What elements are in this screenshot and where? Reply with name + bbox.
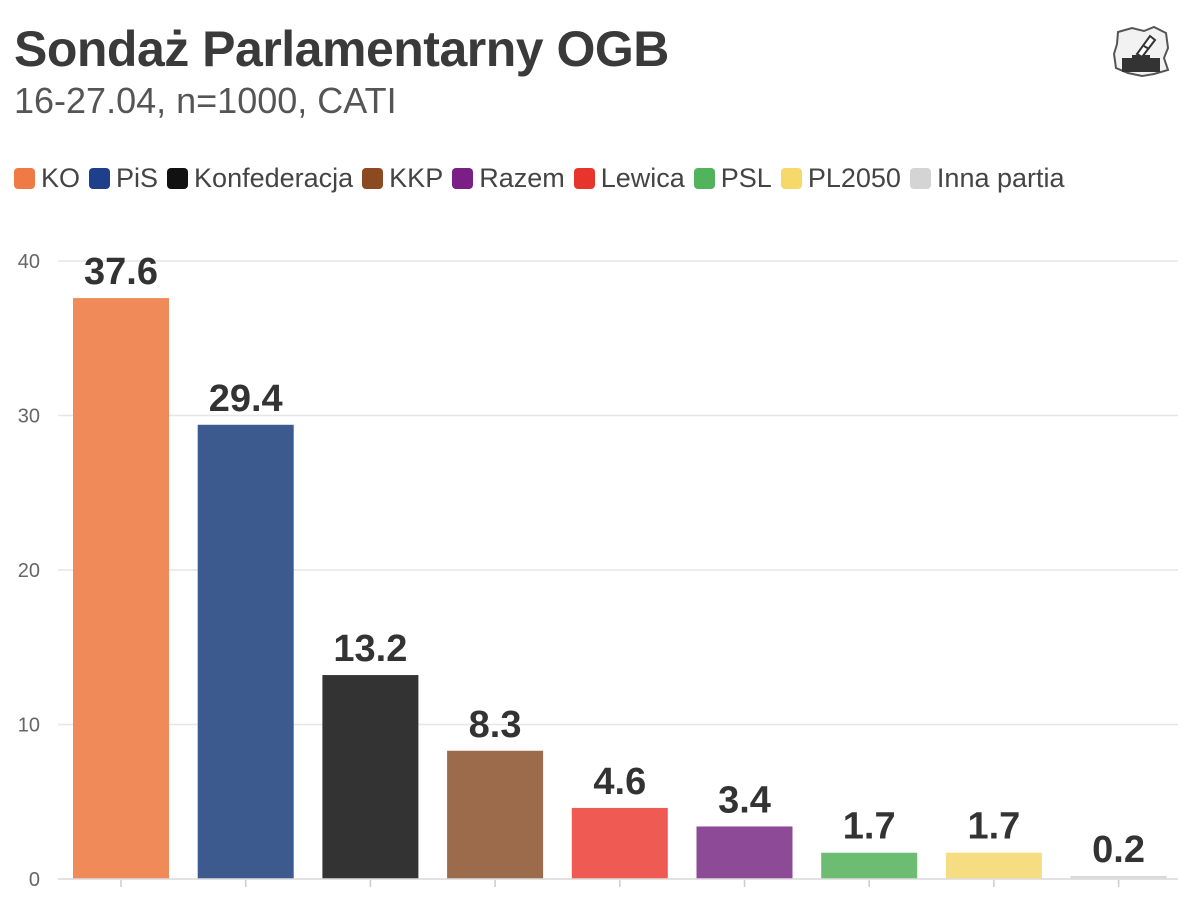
y-tick-label: 10 <box>18 715 40 737</box>
y-tick-label: 30 <box>18 406 40 428</box>
bar <box>696 826 793 879</box>
bar <box>571 807 668 879</box>
legend-swatch <box>573 167 595 189</box>
bar-value-label: 8.3 <box>469 704 522 746</box>
legend-label: Razem <box>479 162 565 193</box>
legend-swatch <box>362 167 384 189</box>
legend-item: KO <box>14 163 80 194</box>
bar-value-label: 29.4 <box>209 378 283 420</box>
legend-label: Konfederacja <box>194 162 354 193</box>
legend-item: PL2050 <box>780 162 901 194</box>
legend-label: Lewica <box>600 162 685 193</box>
bar <box>821 852 918 879</box>
bar-value-label: 13.2 <box>333 628 407 670</box>
bar-value-label: 3.4 <box>718 779 771 821</box>
bar-value-label: 4.6 <box>593 761 646 803</box>
bar <box>73 298 169 880</box>
legend-label: PiS <box>116 162 159 193</box>
legend-label: PL2050 <box>807 162 901 193</box>
legend-item: Inna partia <box>909 162 1065 194</box>
legend-label: KKP <box>389 162 444 193</box>
chart-title: Sondaż Parlamentarny OGB <box>14 21 669 77</box>
bar-value-label: 0.2 <box>1092 829 1145 871</box>
legend-swatch <box>14 167 35 189</box>
chart-subtitle: 16-27.04, n=1000, CATI <box>14 80 397 121</box>
bar-value-label: 1.7 <box>967 806 1020 848</box>
legend-item: PSL <box>693 162 772 194</box>
y-tick-label: 40 <box>18 251 40 273</box>
bar <box>322 675 419 879</box>
legend-item: Lewica <box>573 162 685 194</box>
legend-label: KO <box>41 162 81 193</box>
bar-value-label: 37.6 <box>84 251 158 293</box>
bar <box>945 852 1042 879</box>
bar-value-label: 1.7 <box>843 806 896 848</box>
y-tick-label: 0 <box>29 869 40 891</box>
legend-swatch <box>89 167 111 189</box>
legend-swatch <box>693 167 715 189</box>
legend-swatch <box>780 167 802 189</box>
legend-item: Razem <box>452 163 565 194</box>
legend-item: PiS <box>89 163 158 194</box>
legend-swatch <box>909 167 931 189</box>
legend-swatch <box>452 167 474 189</box>
legend-item: KKP <box>362 163 443 194</box>
bar <box>1070 875 1167 879</box>
y-tick-label: 20 <box>18 560 40 582</box>
legend-label: Inna partia <box>936 162 1065 193</box>
legend-item: Konfederacja <box>167 163 353 194</box>
bar <box>447 750 544 879</box>
chart-legend: KO PiS Konfederacja KKP Razem Lewica PSL PL2050… <box>14 160 1074 196</box>
poland-map-ballot-icon <box>1112 25 1170 78</box>
bar <box>197 424 294 879</box>
legend-swatch <box>167 167 189 189</box>
legend-label: PSL <box>720 162 772 193</box>
